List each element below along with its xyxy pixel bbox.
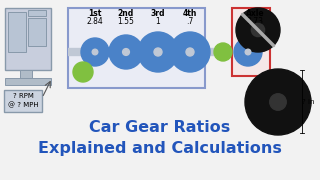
FancyBboxPatch shape bbox=[5, 78, 51, 85]
Text: ? in: ? in bbox=[302, 99, 314, 105]
Circle shape bbox=[109, 35, 143, 69]
Circle shape bbox=[245, 69, 311, 135]
FancyBboxPatch shape bbox=[5, 8, 51, 70]
Circle shape bbox=[138, 32, 178, 72]
Circle shape bbox=[92, 49, 98, 55]
Circle shape bbox=[252, 23, 265, 37]
Text: 2.84: 2.84 bbox=[87, 17, 103, 26]
FancyBboxPatch shape bbox=[28, 10, 46, 16]
Text: Car Gear Ratios: Car Gear Ratios bbox=[89, 120, 231, 136]
Text: 3rd: 3rd bbox=[151, 10, 165, 19]
FancyBboxPatch shape bbox=[232, 8, 270, 76]
Circle shape bbox=[186, 48, 194, 56]
FancyBboxPatch shape bbox=[20, 70, 32, 78]
Text: 3.73: 3.73 bbox=[246, 17, 263, 26]
Circle shape bbox=[214, 43, 232, 61]
Text: Axle: Axle bbox=[246, 10, 264, 19]
Text: 1.55: 1.55 bbox=[117, 17, 134, 26]
Circle shape bbox=[234, 38, 262, 66]
Circle shape bbox=[245, 49, 251, 55]
Text: .7: .7 bbox=[186, 17, 194, 26]
Text: 4th: 4th bbox=[183, 10, 197, 19]
FancyBboxPatch shape bbox=[8, 12, 26, 52]
Text: Explained and Calculations: Explained and Calculations bbox=[38, 141, 282, 156]
FancyBboxPatch shape bbox=[68, 8, 205, 88]
Text: 1: 1 bbox=[156, 17, 160, 26]
Text: ? RPM
@ ? MPH: ? RPM @ ? MPH bbox=[8, 93, 38, 109]
Text: 1st: 1st bbox=[88, 10, 102, 19]
Circle shape bbox=[270, 94, 286, 110]
Circle shape bbox=[236, 8, 280, 52]
Circle shape bbox=[123, 49, 129, 55]
FancyBboxPatch shape bbox=[4, 90, 42, 112]
Circle shape bbox=[154, 48, 162, 56]
Circle shape bbox=[73, 62, 93, 82]
Circle shape bbox=[170, 32, 210, 72]
FancyBboxPatch shape bbox=[28, 18, 46, 46]
Text: 2nd: 2nd bbox=[118, 10, 134, 19]
Circle shape bbox=[81, 38, 109, 66]
